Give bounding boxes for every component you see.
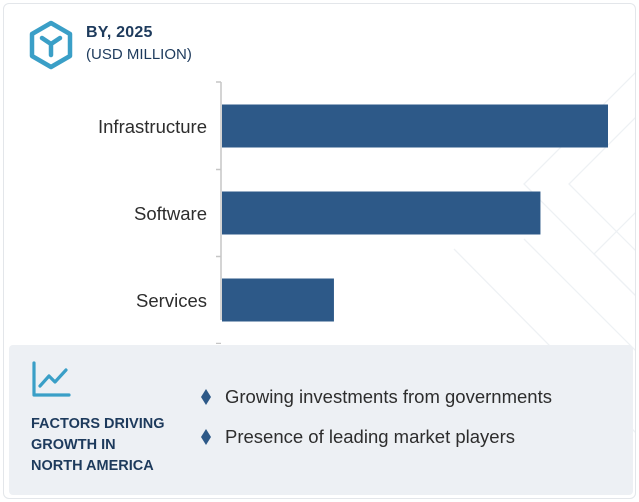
factors-title-line: FACTORS DRIVING (31, 416, 165, 432)
factor-text: Presence of leading market players (225, 426, 515, 447)
category-label: Software (134, 203, 207, 224)
category-label: Infrastructure (98, 116, 207, 137)
factors-title-line: GROWTH IN (31, 437, 116, 453)
cube-icon (29, 20, 73, 70)
trend-line-icon (32, 361, 71, 397)
factors-panel: FACTORS DRIVING GROWTH IN NORTH AMERICA … (9, 345, 633, 495)
factor-text: Growing investments from governments (225, 386, 552, 407)
factors-title-line: NORTH AMERICA (31, 458, 154, 474)
bar-software (222, 191, 541, 235)
chart-subtitle: (USD MILLION) (86, 46, 192, 63)
chart-title: BY, 2025 (86, 24, 153, 41)
diamond-bullet-icon (197, 429, 215, 445)
bar-services (222, 278, 334, 322)
chart-card: BY, 2025 (USD MILLION) Infrastructure Sof… (3, 3, 636, 499)
factor-item: Growing investments from governments (197, 377, 552, 417)
bar-infrastructure (222, 104, 608, 148)
factors-title: FACTORS DRIVING GROWTH IN NORTH AMERICA (31, 414, 191, 477)
factor-list: Growing investments from governments Pre… (197, 377, 552, 457)
bar-chart: Infrastructure Software Services (98, 81, 608, 344)
diamond-bullet-icon (197, 389, 215, 405)
factor-item: Presence of leading market players (197, 417, 552, 457)
category-label: Services (136, 290, 207, 311)
